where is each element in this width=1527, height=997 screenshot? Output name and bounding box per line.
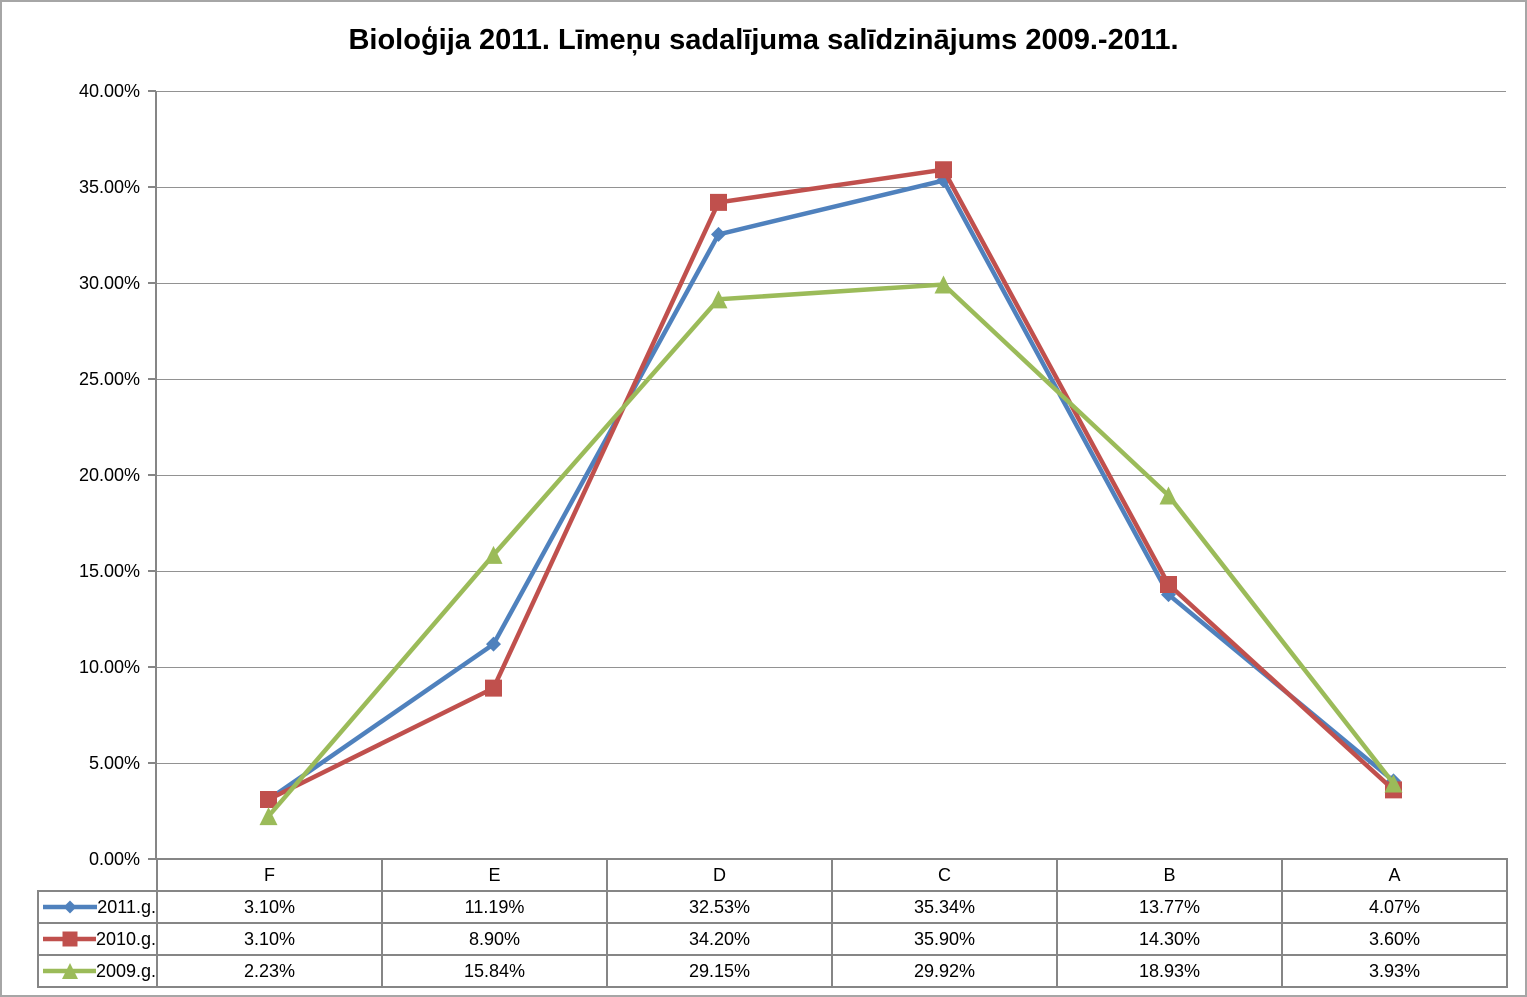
gridline	[156, 282, 1506, 284]
legend-key-square-icon	[43, 931, 96, 947]
chart-title: Bioloģija 2011. Līmeņu sadalījuma salīdz…	[348, 24, 1179, 56]
y-axis-tick-label: 20.00%	[78, 465, 140, 485]
series-line-2010g	[267, 167, 1396, 802]
y-axis-tick	[148, 282, 156, 284]
legend-label: 2009.g.	[95, 960, 156, 981]
table-value-cell: 32.53%	[606, 890, 833, 924]
y-axis-tick-label: 35.00%	[78, 177, 140, 197]
series-line-2011g	[267, 177, 1395, 802]
triangle-marker	[259, 807, 278, 826]
table-value-cell: 3.93%	[1281, 954, 1508, 988]
y-axis-tick-label: 40.00%	[78, 81, 140, 101]
square-marker	[1160, 575, 1177, 593]
diamond-marker	[1161, 587, 1176, 603]
diamond-marker	[1386, 773, 1401, 789]
table-value-cell: 15.84%	[381, 954, 608, 988]
gridline	[156, 570, 1506, 572]
table-value-cell: 3.60%	[1281, 922, 1508, 956]
category-header-cell: A	[1281, 858, 1508, 892]
legend-cell: 2009.g.	[37, 954, 158, 988]
triangle-marker	[1384, 774, 1403, 793]
table-corner-cell	[38, 859, 158, 892]
y-axis-tick	[148, 762, 156, 764]
table-value-cell: 34.20%	[606, 922, 833, 956]
table-value-cell: 35.90%	[831, 922, 1058, 956]
table-row-2009g: 2009.g. 2.23% 15.84% 29.15% 29.92% 18.93% 3.93…	[37, 954, 1508, 988]
gridline	[156, 378, 1506, 380]
category-header-cell: C	[831, 858, 1058, 892]
square-marker	[260, 790, 277, 808]
category-header-cell: F	[156, 858, 383, 892]
table-value-cell: 3.10%	[156, 890, 383, 924]
legend-cell: 2011.g.	[37, 890, 158, 924]
triangle-marker	[1159, 486, 1178, 505]
triangle-marker	[484, 545, 503, 564]
gridline	[156, 90, 1506, 92]
table-value-cell: 8.90%	[381, 922, 608, 956]
table-value-cell: 4.07%	[1281, 890, 1508, 924]
table-value-cell: 29.92%	[831, 954, 1058, 988]
gridline	[156, 474, 1506, 476]
legend-label: 2011.g.	[97, 896, 156, 917]
y-axis-tick	[148, 378, 156, 380]
triangle-marker	[934, 275, 953, 294]
y-axis-tick-label: 25.00%	[78, 369, 140, 389]
square-marker	[485, 679, 502, 697]
category-header-cell: B	[1056, 858, 1283, 892]
y-axis-tick	[148, 474, 156, 476]
table-row-2011g: 2011.g. 3.10% 11.19% 32.53% 35.34% 13.77% 4.07…	[37, 890, 1508, 924]
square-marker	[1385, 781, 1402, 799]
table-value-cell: 18.93%	[1056, 954, 1283, 988]
table-row-2010g: 2010.g. 3.10% 8.90% 34.20% 35.90% 14.30% 3.60%	[37, 922, 1508, 956]
category-header-cell: E	[381, 858, 608, 892]
diamond-marker	[261, 791, 276, 807]
y-axis-tick-label: 10.00%	[78, 657, 140, 677]
square-marker	[710, 193, 727, 211]
table-value-cell: 29.15%	[606, 954, 833, 988]
y-axis-tick	[148, 90, 156, 92]
data-table: F E D C B A 2011.g. 3.10% 11.19% 32.53% 35.34% 13.7…	[37, 858, 1508, 988]
y-axis-line	[155, 91, 157, 859]
table-value-cell: 2.23%	[156, 954, 383, 988]
y-axis-tick-label: 30.00%	[78, 273, 140, 293]
diamond-marker	[711, 226, 726, 242]
y-axis-tick	[148, 666, 156, 668]
table-value-cell: 14.30%	[1056, 922, 1283, 956]
y-axis-tick	[148, 570, 156, 572]
y-axis-tick-label: 15.00%	[78, 561, 140, 581]
y-axis-tick	[148, 186, 156, 188]
table-value-cell: 13.77%	[1056, 890, 1283, 924]
y-axis-tick-label: 5.00%	[88, 753, 140, 773]
square-marker	[935, 161, 952, 179]
table-value-cell: 35.34%	[831, 890, 1058, 924]
legend-key-triangle-icon	[43, 963, 96, 979]
table-value-cell: 11.19%	[381, 890, 608, 924]
legend-cell: 2010.g.	[37, 922, 158, 956]
gridline	[156, 762, 1506, 764]
series-line-2009g	[266, 282, 1396, 818]
diamond-marker	[486, 636, 501, 652]
category-header-cell: D	[606, 858, 833, 892]
legend-label: 2010.g.	[95, 928, 156, 949]
gridline	[156, 666, 1506, 668]
gridline	[156, 186, 1506, 188]
table-value-cell: 3.10%	[156, 922, 383, 956]
legend-key-diamond-icon	[43, 900, 97, 914]
triangle-marker	[709, 290, 728, 309]
